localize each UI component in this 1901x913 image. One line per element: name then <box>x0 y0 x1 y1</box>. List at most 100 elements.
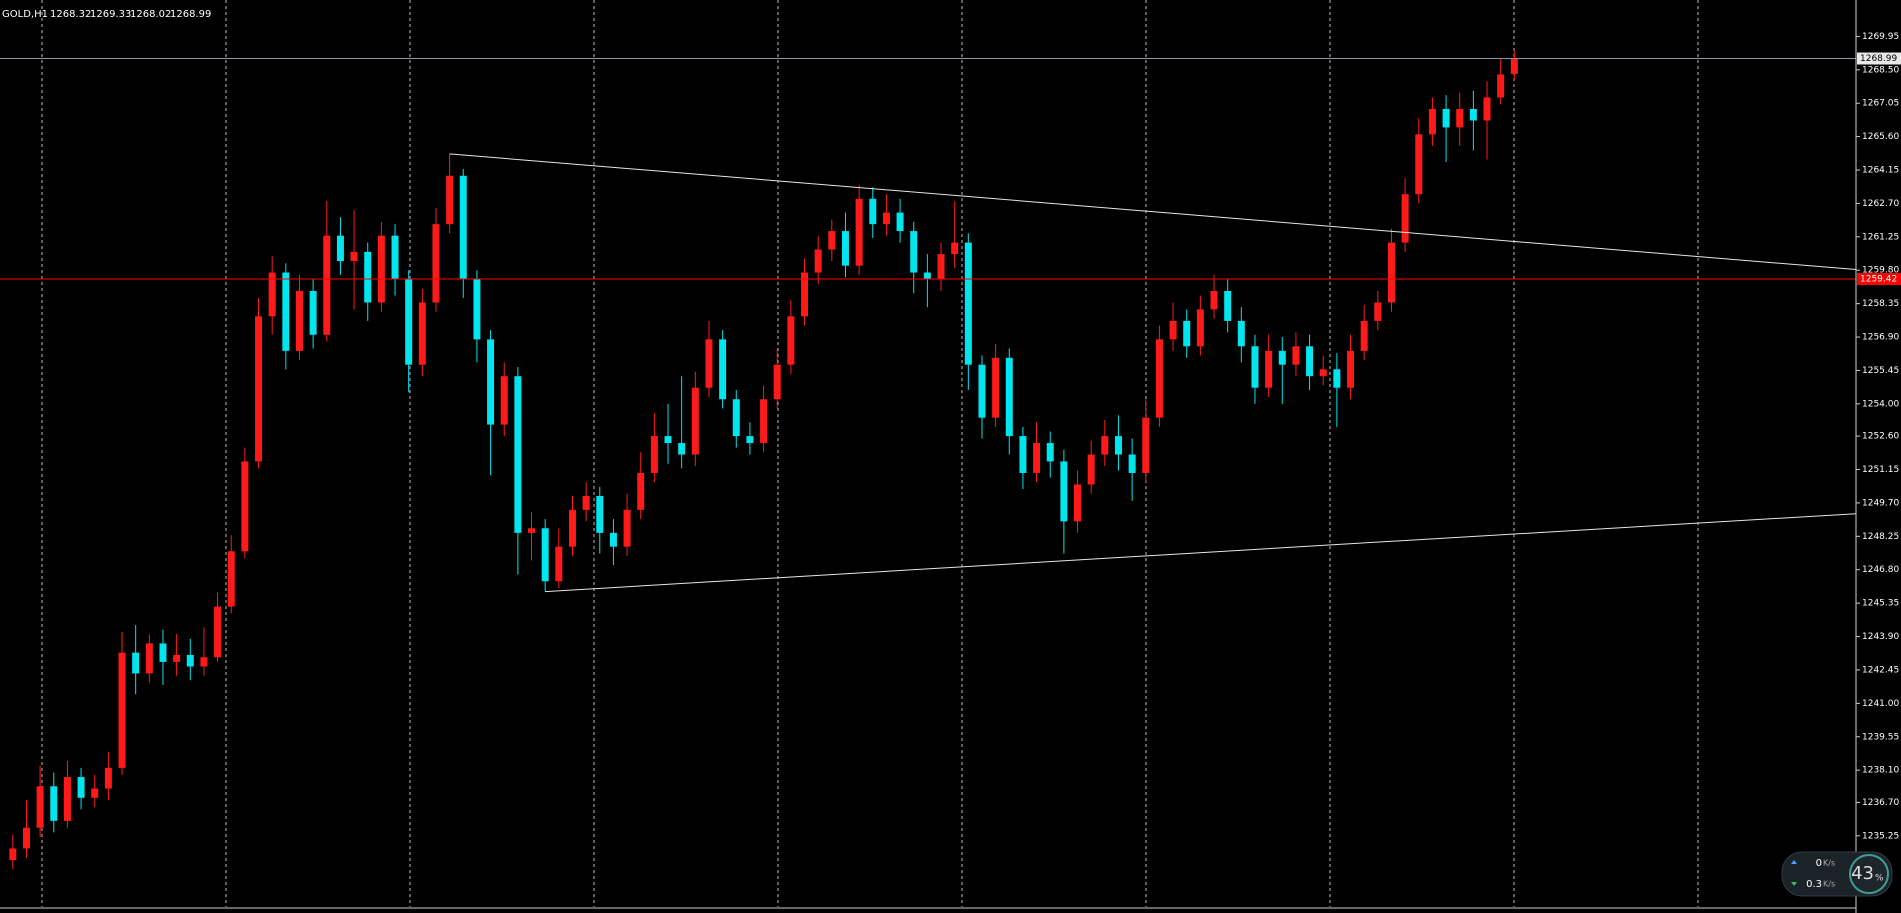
price-axis: 1269.95 1268.50 1267.05 1265.60 1264.15 1262.… <box>1856 32 1901 841</box>
candle-body <box>145 643 153 674</box>
candle-body <box>227 551 235 607</box>
candle-body <box>637 472 645 510</box>
candle-body <box>1101 436 1109 455</box>
candle-body <box>801 272 809 317</box>
ohlc-close: 1268.99 <box>170 9 211 20</box>
candle-body <box>268 272 276 317</box>
trendline <box>545 513 1857 593</box>
candle-body <box>1005 357 1013 437</box>
candle-body <box>159 643 167 662</box>
candle-body <box>1278 350 1286 365</box>
y-tick-label: 1252.60 <box>1862 432 1899 442</box>
ohlc-high: 1269.33 <box>90 9 131 20</box>
trendline <box>449 153 1857 271</box>
candle-body <box>760 399 768 444</box>
candle-body <box>1046 443 1054 462</box>
candle-body <box>104 767 112 789</box>
candle-body <box>22 827 30 849</box>
y-tick-label: 1259.80 <box>1862 266 1899 276</box>
candle-body <box>1183 320 1191 347</box>
candle-body <box>1510 58 1518 74</box>
y-tick-label: 1249.70 <box>1862 498 1899 508</box>
net-widget: 0 K/s 0.3 K/s 43 % <box>1781 851 1893 897</box>
y-tick-label: 1262.70 <box>1862 199 1899 209</box>
candle-body <box>1333 369 1341 388</box>
candle-body <box>951 242 959 255</box>
candle-body <box>1155 339 1163 418</box>
candle-body <box>1401 194 1409 243</box>
y-tick-label: 1251.15 <box>1862 465 1899 475</box>
candle-body <box>514 376 522 533</box>
candle-body <box>1292 346 1300 365</box>
candle-body <box>732 399 740 437</box>
candle-body <box>746 436 754 444</box>
candle-body <box>91 788 99 798</box>
candle-body <box>1074 484 1082 522</box>
candle-body <box>1265 350 1273 388</box>
candle-body <box>309 290 317 335</box>
candle-body <box>555 546 563 582</box>
candle-body <box>63 777 71 821</box>
y-tick-label: 1264.15 <box>1862 166 1899 176</box>
candle-body <box>1497 74 1505 98</box>
candle-body <box>36 786 44 828</box>
y-tick-label: 1268.50 <box>1862 65 1899 75</box>
candle-body <box>459 175 467 280</box>
candle-body <box>1210 290 1218 310</box>
candle-body <box>118 652 126 768</box>
candle-body <box>992 357 1000 418</box>
widget-ring <box>1849 854 1889 894</box>
candle-body <box>1347 350 1355 388</box>
candle-body <box>405 279 413 365</box>
candle-body <box>446 175 454 225</box>
candle-body <box>350 251 358 262</box>
candle-body <box>1196 309 1204 347</box>
candle-body <box>391 235 399 280</box>
candle-body <box>541 528 549 582</box>
candle-body <box>937 254 945 280</box>
candle-body <box>964 242 972 365</box>
y-tick-label: 1243.90 <box>1862 632 1899 642</box>
candle-body <box>855 198 863 266</box>
candle-body <box>1374 302 1382 321</box>
candle-body <box>582 496 590 510</box>
price-label: 1268.99 <box>1860 54 1897 64</box>
y-tick-label: 1238.10 <box>1862 766 1899 776</box>
y-tick-label: 1265.60 <box>1862 132 1899 142</box>
cpu-unit: % <box>1875 874 1884 884</box>
y-tick-label: 1235.25 <box>1862 831 1899 841</box>
candle-body <box>896 212 904 232</box>
candle-body <box>1060 461 1068 522</box>
y-tick-label: 1236.70 <box>1862 798 1899 808</box>
candle-body <box>364 251 372 303</box>
candle-body <box>1387 242 1395 303</box>
y-tick-label: 1255.45 <box>1862 366 1899 376</box>
candle-body <box>664 436 672 444</box>
y-tick-label: 1242.45 <box>1862 665 1899 675</box>
candle-body <box>1169 320 1177 340</box>
candle-body <box>691 387 699 455</box>
ohlc-low: 1268.02 <box>130 9 171 20</box>
candle-body <box>1114 436 1122 455</box>
candle-body <box>1019 436 1027 473</box>
y-tick-label: 1246.80 <box>1862 565 1899 575</box>
y-tick-label: 1239.55 <box>1862 732 1899 742</box>
candle-body <box>77 777 85 798</box>
candle-body <box>241 461 249 552</box>
candle-body <box>1415 134 1423 195</box>
y-tick-label: 1245.35 <box>1862 599 1899 609</box>
candle-body <box>841 231 849 266</box>
y-tick-label: 1269.95 <box>1862 32 1899 42</box>
net-up: 0.3 <box>1806 879 1822 890</box>
candle-body <box>173 654 181 662</box>
candle-body <box>1237 320 1245 347</box>
candle-body <box>323 235 331 335</box>
y-tick-label: 1248.25 <box>1862 532 1899 542</box>
candle-body <box>9 848 17 861</box>
candle-body <box>910 231 918 273</box>
candle-body <box>623 509 631 547</box>
candle-body <box>500 376 508 425</box>
y-tick-label: 1261.25 <box>1862 232 1899 242</box>
candle-body <box>1128 454 1136 473</box>
